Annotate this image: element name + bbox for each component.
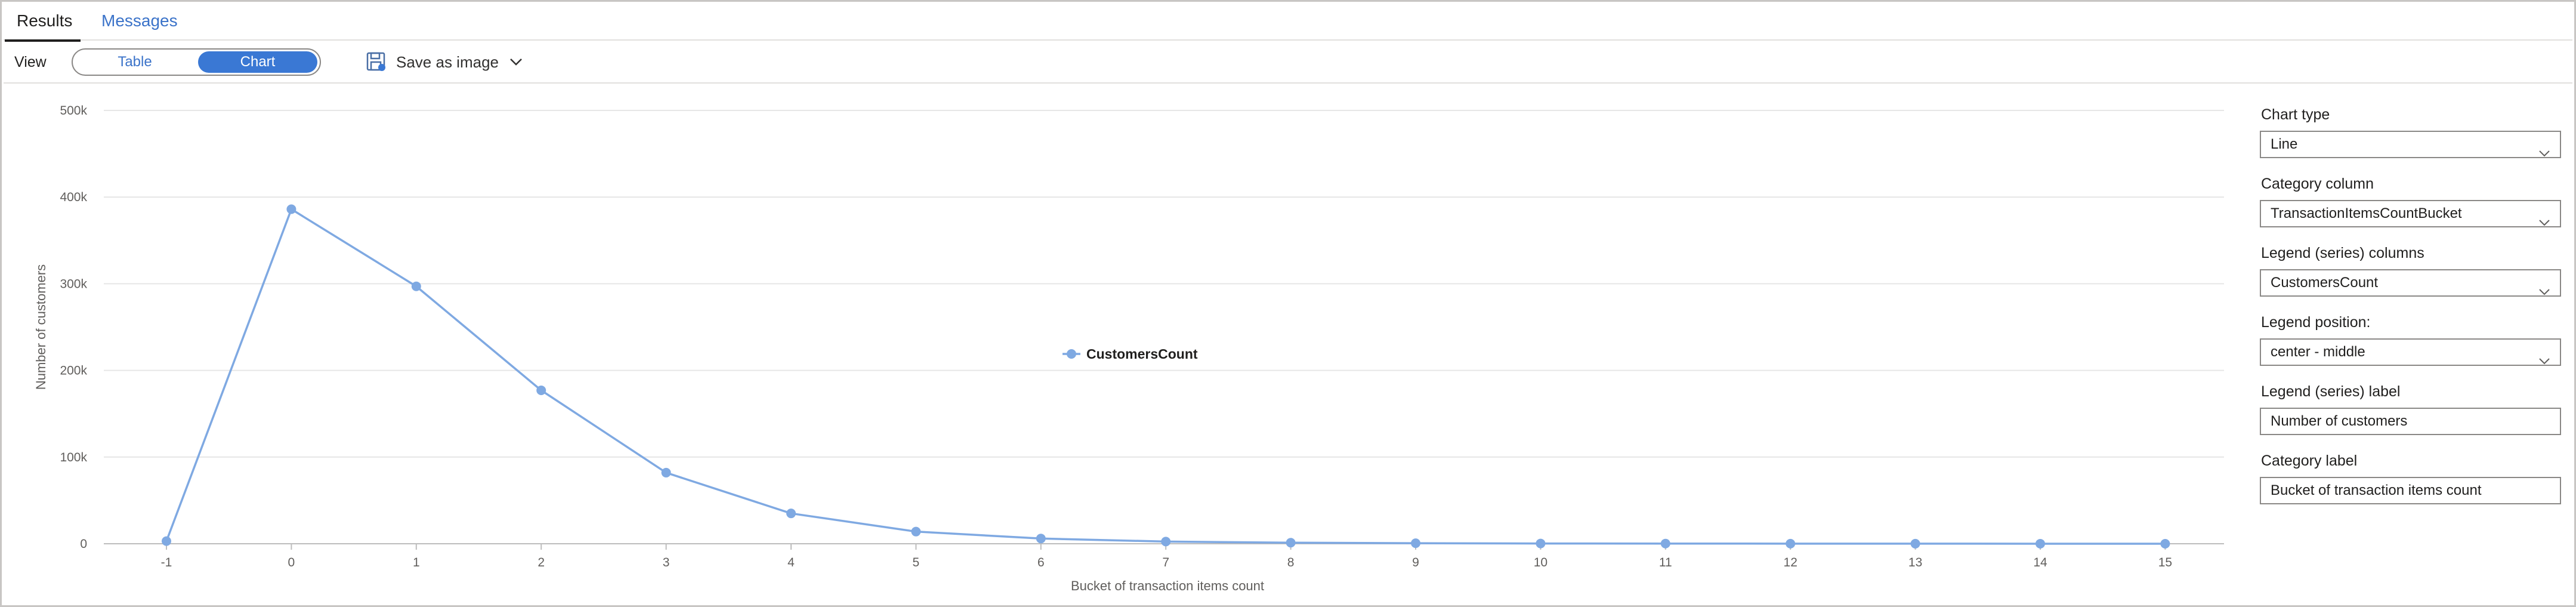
data-point bbox=[2036, 538, 2045, 549]
series-line bbox=[165, 208, 2166, 545]
legend-label-field: Legend (series) label Number of customer… bbox=[2260, 380, 2562, 449]
data-point bbox=[2160, 538, 2170, 549]
y-tick-label: 500k bbox=[60, 104, 87, 118]
chart-area: 0 100k 200k 300k 400k 500k -1 0 1 2 3 4 5 6 7 8 9 10 11 12 1… bbox=[4, 85, 2245, 607]
chart-type-dropdown[interactable]: Line bbox=[2260, 131, 2561, 158]
data-point bbox=[1536, 538, 1546, 549]
chart-toolbar: View Table Chart Save as image bbox=[4, 41, 2572, 84]
chevron-down-icon bbox=[2538, 279, 2550, 295]
x-tick-label: -1 bbox=[161, 556, 172, 569]
view-option-chart[interactable]: Chart bbox=[198, 51, 317, 73]
x-tick-label: 8 bbox=[1287, 556, 1295, 569]
legend-label-label: Legend (series) label bbox=[2261, 383, 2401, 400]
results-tab-bar: Results Messages bbox=[4, 4, 2572, 42]
x-tick-label: 14 bbox=[2033, 556, 2047, 569]
chart-type-field: Chart type Line bbox=[2260, 103, 2562, 172]
legend-columns-field: Legend (series) columns CustomersCount bbox=[2260, 242, 2562, 311]
data-point bbox=[1411, 538, 1420, 549]
legend-columns-value: CustomersCount bbox=[2271, 275, 2379, 291]
legend-position-value: center - middle bbox=[2271, 344, 2365, 360]
legend-columns-dropdown[interactable]: CustomersCount bbox=[2260, 269, 2561, 297]
legend-position-label: Legend position: bbox=[2261, 314, 2371, 331]
data-point bbox=[1910, 538, 1920, 549]
view-toggle[interactable]: Table Chart bbox=[72, 48, 321, 76]
data-point bbox=[911, 526, 921, 537]
x-tick-label: 9 bbox=[1412, 556, 1419, 569]
x-tick-label: 1 bbox=[413, 556, 420, 569]
y-tick-label: 400k bbox=[60, 190, 87, 204]
y-tick-label: 200k bbox=[60, 364, 87, 378]
y-axis-label: Number of customers bbox=[33, 264, 48, 390]
chevron-down-icon[interactable] bbox=[509, 58, 523, 66]
legend-columns-label: Legend (series) columns bbox=[2261, 245, 2424, 261]
x-tick-label: 3 bbox=[663, 556, 670, 569]
legend-position-dropdown[interactable]: center - middle bbox=[2260, 338, 2561, 366]
data-point bbox=[411, 281, 421, 291]
y-tick-label: 300k bbox=[60, 277, 87, 291]
legend-position-field: Legend position: center - middle bbox=[2260, 311, 2562, 380]
save-image-icon bbox=[366, 52, 387, 72]
data-point bbox=[162, 536, 171, 546]
category-label-field: Category label Bucket of transaction ite… bbox=[2260, 449, 2562, 519]
x-axis-label: Bucket of transaction items count bbox=[1071, 578, 1264, 593]
x-tick-label: 10 bbox=[1534, 556, 1548, 569]
data-point bbox=[1161, 537, 1171, 547]
data-point bbox=[1036, 534, 1046, 544]
x-tick-label: 15 bbox=[2158, 556, 2172, 569]
x-tick-label: 11 bbox=[1659, 556, 1672, 569]
x-tick-label: 6 bbox=[1037, 556, 1045, 569]
tab-messages[interactable]: Messages bbox=[101, 11, 178, 30]
y-tick-label: 0 bbox=[80, 537, 87, 551]
legend-label-input[interactable]: Number of customers bbox=[2260, 408, 2561, 435]
chart-settings-panel: Chart type Line Category column Transact… bbox=[2260, 103, 2562, 519]
x-tick-label: 7 bbox=[1162, 556, 1169, 569]
view-option-table[interactable]: Table bbox=[118, 54, 152, 70]
category-label-label: Category label bbox=[2261, 452, 2358, 469]
data-point bbox=[661, 467, 671, 477]
y-tick-label: 100k bbox=[60, 451, 87, 464]
data-point bbox=[1786, 538, 1796, 549]
legend-label: CustomersCount bbox=[1086, 346, 1198, 362]
data-point bbox=[536, 385, 546, 395]
category-column-field: Category column TransactionItemsCountBuc… bbox=[2260, 172, 2562, 242]
data-point bbox=[286, 204, 296, 214]
save-as-image-label: Save as image bbox=[396, 53, 499, 71]
x-tick-label: 0 bbox=[288, 556, 295, 569]
chart-type-value: Line bbox=[2271, 136, 2298, 152]
legend-dot-marker bbox=[1067, 349, 1076, 359]
x-tick-label: 13 bbox=[1908, 556, 1922, 569]
category-column-dropdown[interactable]: TransactionItemsCountBucket bbox=[2260, 200, 2561, 227]
chart-type-label: Chart type bbox=[2261, 106, 2330, 123]
chevron-down-icon bbox=[2538, 348, 2550, 365]
data-point bbox=[1660, 538, 1670, 549]
x-tick-label: 4 bbox=[787, 556, 795, 569]
x-tick-label: 5 bbox=[913, 556, 920, 569]
save-as-image-button[interactable]: Save as image bbox=[366, 49, 523, 75]
chevron-down-icon bbox=[2538, 140, 2550, 157]
category-column-value: TransactionItemsCountBucket bbox=[2271, 205, 2462, 221]
category-column-label: Category column bbox=[2261, 175, 2374, 192]
category-label-input[interactable]: Bucket of transaction items count bbox=[2260, 477, 2561, 504]
tab-results[interactable]: Results bbox=[4, 4, 81, 42]
x-tick-label: 12 bbox=[1784, 556, 1797, 569]
view-label: View bbox=[14, 54, 47, 70]
chevron-down-icon bbox=[2538, 209, 2550, 226]
x-tick-label: 2 bbox=[538, 556, 545, 569]
data-point bbox=[1286, 538, 1296, 548]
data-point bbox=[786, 509, 796, 519]
